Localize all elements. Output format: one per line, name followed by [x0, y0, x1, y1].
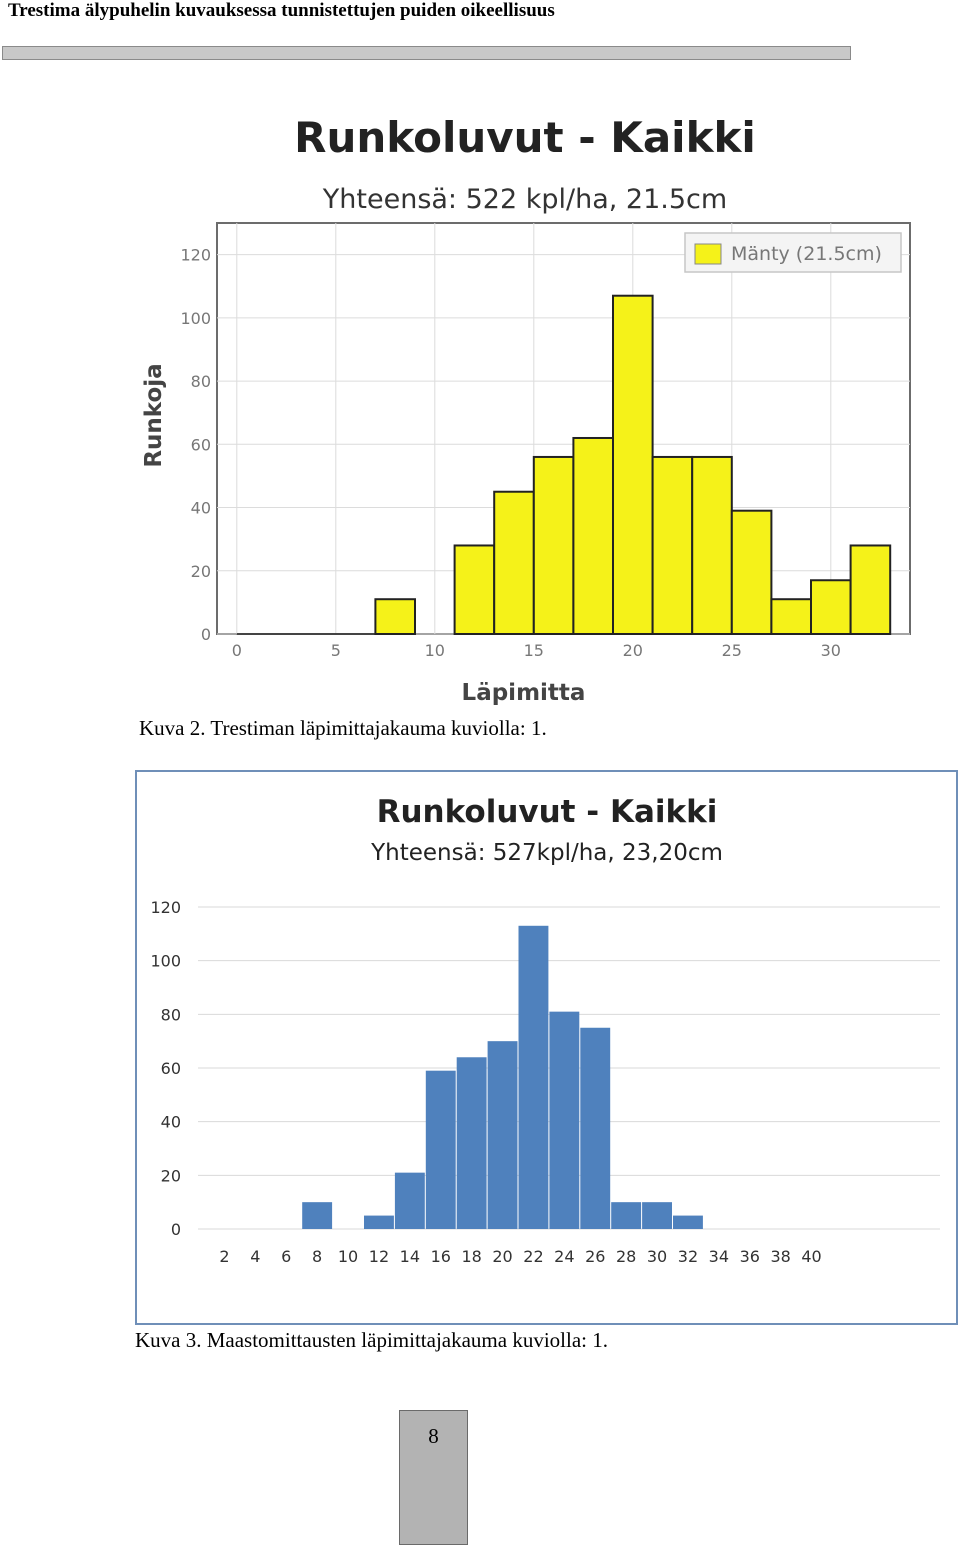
y-axis-label: Runkoja [141, 363, 167, 467]
chart-subtitle: Yhteensä: 527kpl/ha, 23,20cm [370, 840, 723, 866]
x-tick-label: 20 [623, 641, 643, 660]
legend-label: Mänty (21.5cm) [731, 243, 882, 265]
y-tick-label: 120 [150, 898, 181, 917]
x-tick-label: 8 [312, 1247, 322, 1266]
y-tick-label: 20 [191, 562, 211, 581]
x-tick-label: 24 [554, 1247, 574, 1266]
histogram-bar [651, 455, 694, 636]
x-tick-label: 28 [616, 1247, 636, 1266]
histogram-bar [532, 455, 575, 636]
figure-caption-2: Kuva 3. Maastomittausten läpimittajakaum… [135, 1328, 608, 1352]
x-tick-label: 15 [524, 641, 544, 660]
x-tick-label: 5 [331, 641, 341, 660]
x-tick-label: 40 [801, 1247, 821, 1266]
x-tick-label: 38 [770, 1247, 790, 1266]
chart-frame [135, 770, 958, 1325]
histogram-bar [810, 579, 852, 635]
x-tick-label: 30 [821, 641, 841, 660]
histogram-bar [364, 1215, 394, 1229]
x-tick-label: 26 [585, 1247, 605, 1266]
x-tick-label: 0 [232, 641, 242, 660]
y-tick-label: 0 [201, 625, 211, 644]
chart-subtitle: Yhteensä: 522 kpl/ha, 21.5cm [322, 184, 727, 215]
x-tick-label: 20 [492, 1247, 512, 1266]
histogram-bar [487, 1041, 518, 1229]
y-tick-label: 20 [161, 1166, 181, 1185]
histogram-bar [642, 1202, 672, 1229]
legend-swatch [694, 243, 722, 265]
y-tick-label: 40 [161, 1113, 181, 1132]
histogram-bar [518, 925, 549, 1229]
figure-caption-1: Kuva 2. Trestiman läpimittajakauma kuvio… [139, 716, 547, 740]
chart-trestima-diameter-distribution: Runkoluvut - Kaikki Yhteensä: 522 kpl/ha,… [141, 113, 911, 706]
x-tick-label: 16 [431, 1247, 451, 1266]
y-tick-label: 100 [150, 952, 181, 971]
page-number: 8 [399, 1410, 468, 1545]
y-tick-label: 80 [191, 372, 211, 391]
histogram-bar [580, 1027, 611, 1229]
x-tick-label: 30 [647, 1247, 667, 1266]
histogram-bar [572, 436, 614, 635]
x-tick-label: 25 [722, 641, 742, 660]
histogram-bar [302, 1202, 333, 1229]
x-tick-label: 10 [425, 641, 445, 660]
histogram-bar [493, 490, 535, 635]
histogram-bar [453, 544, 496, 636]
y-tick-label: 0 [171, 1220, 181, 1239]
x-tick-label: 4 [250, 1247, 260, 1266]
x-axis-label: Läpimitta [462, 680, 586, 706]
histogram-bar [849, 544, 892, 636]
histogram-bar [730, 509, 773, 636]
histogram-bar [691, 455, 733, 636]
header-rule [2, 46, 851, 60]
histogram-bar [456, 1057, 487, 1229]
histogram-bar [673, 1215, 703, 1229]
histogram-bar [770, 598, 813, 636]
y-tick-label: 40 [191, 499, 211, 518]
y-tick-label: 100 [180, 309, 211, 328]
histogram-bar [374, 598, 416, 636]
running-header-title: Trestima älypuhelin kuvauksessa tunniste… [8, 0, 555, 21]
x-tick-label: 22 [523, 1247, 543, 1266]
x-tick-label: 32 [678, 1247, 698, 1266]
x-tick-label: 10 [338, 1247, 358, 1266]
x-tick-label: 36 [740, 1247, 760, 1266]
y-tick-label: 80 [161, 1005, 181, 1024]
x-tick-label: 18 [461, 1247, 481, 1266]
x-tick-label: 34 [709, 1247, 729, 1266]
y-tick-label: 120 [180, 246, 211, 265]
x-tick-label: 14 [400, 1247, 420, 1266]
y-tick-label: 60 [161, 1059, 181, 1078]
y-tick-label: 60 [191, 435, 211, 454]
histogram-bar [612, 294, 654, 635]
histogram-bar [549, 1011, 580, 1229]
histogram-bar [425, 1070, 456, 1229]
x-tick-label: 2 [219, 1247, 229, 1266]
chart-title: Runkoluvut - Kaikki [294, 113, 756, 162]
histogram-bar [394, 1172, 425, 1229]
x-tick-label: 12 [369, 1247, 389, 1266]
x-tick-label: 6 [281, 1247, 291, 1266]
chart-field-diameter-distribution: Runkoluvut - Kaikki Yhteensä: 527kpl/ha, … [150, 794, 940, 1266]
histogram-bar [611, 1202, 642, 1229]
chart-title: Runkoluvut - Kaikki [377, 794, 718, 830]
